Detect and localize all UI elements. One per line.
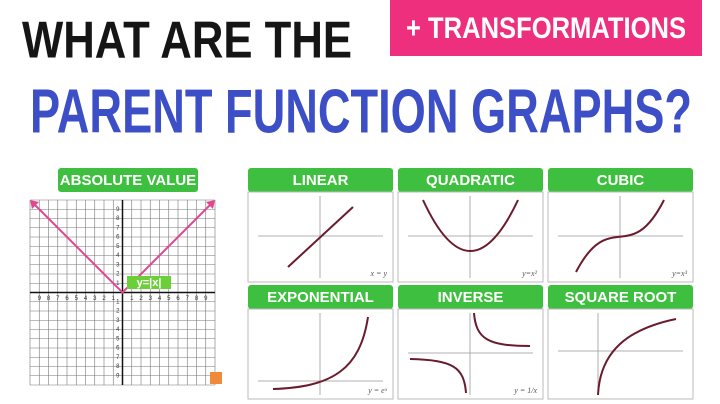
graph-box bbox=[397, 308, 544, 400]
title-line-2: PARENT FUNCTION GRAPHS? bbox=[30, 77, 692, 146]
logo bbox=[210, 372, 222, 384]
function-curve bbox=[287, 206, 354, 268]
graph: x = y bbox=[258, 196, 387, 278]
y-tick-label: 5 bbox=[116, 336, 120, 342]
label-box bbox=[548, 168, 693, 192]
y-tick-label: 3 bbox=[116, 318, 120, 324]
y-tick-label: 7 bbox=[116, 355, 120, 361]
y-tick-label: 3 bbox=[116, 262, 120, 268]
panel-equation: y=x³ bbox=[671, 269, 688, 278]
graph: y = 1/x bbox=[408, 312, 537, 395]
y-tick-label: 7 bbox=[116, 225, 120, 231]
y-tick-label: 9 bbox=[116, 373, 120, 379]
panel-label: QUADRATIC bbox=[426, 172, 515, 189]
arrow-head bbox=[206, 200, 215, 209]
x-tick-label: 8 bbox=[47, 296, 51, 302]
x-tick-label: 3 bbox=[93, 296, 97, 302]
panel-label: LINEAR bbox=[293, 172, 349, 189]
x-tick-label: 9 bbox=[38, 296, 42, 302]
y-tick-label: 9 bbox=[116, 207, 120, 213]
title-line-1: WHAT ARE THE bbox=[22, 12, 352, 70]
arrow-head bbox=[30, 200, 39, 209]
y-tick-label: 6 bbox=[116, 346, 120, 352]
x-tick-label: 6 bbox=[65, 296, 69, 302]
panel-equation: x = y bbox=[370, 269, 388, 278]
label-box bbox=[398, 285, 543, 309]
label-box bbox=[58, 168, 198, 192]
x-tick-label: 7 bbox=[186, 296, 190, 302]
y-tick-label: 4 bbox=[116, 253, 120, 259]
graph: y=x² bbox=[408, 196, 538, 278]
graph-box bbox=[247, 308, 394, 400]
badge-text: + TRANSFORMATIONS bbox=[406, 12, 686, 45]
label-box bbox=[398, 168, 543, 192]
graph bbox=[558, 313, 683, 396]
function-curve bbox=[272, 316, 369, 390]
x-tick-label: 7 bbox=[56, 296, 60, 302]
x-tick-label: 5 bbox=[167, 296, 171, 302]
graph: y=x³ bbox=[558, 196, 688, 278]
x-tick-label: 8 bbox=[195, 296, 199, 302]
panel-equation: y=x² bbox=[521, 269, 538, 278]
y-tick-label: 8 bbox=[116, 364, 120, 370]
panel-label: EXPONENTIAL bbox=[267, 289, 374, 306]
x-tick-label: 6 bbox=[176, 296, 180, 302]
badge-box bbox=[390, 0, 702, 56]
panel-equation: y = eˣ bbox=[367, 386, 388, 395]
y-tick-label: 1 bbox=[116, 281, 120, 287]
x-tick-label: 4 bbox=[158, 296, 162, 302]
graph-label: ABSOLUTE VALUE bbox=[60, 172, 196, 189]
x-tick-label: 3 bbox=[149, 296, 153, 302]
function-curve bbox=[597, 318, 677, 396]
panel-equation: y = 1/x bbox=[513, 386, 537, 395]
function-curve bbox=[409, 358, 467, 394]
x-tick-label: 1 bbox=[130, 296, 134, 302]
label-box bbox=[248, 168, 393, 192]
function-curve bbox=[473, 312, 531, 347]
x-tick-label: 2 bbox=[102, 296, 106, 302]
x-tick-label: 2 bbox=[139, 296, 143, 302]
panel-label: CUBIC bbox=[597, 172, 645, 189]
y-tick-label: 2 bbox=[116, 309, 120, 315]
function-curve bbox=[575, 199, 665, 273]
y-tick-label: 2 bbox=[116, 272, 120, 278]
label-box bbox=[548, 285, 693, 309]
y-tick-label: 4 bbox=[116, 327, 120, 333]
graph-box bbox=[397, 191, 544, 283]
function-curve bbox=[422, 199, 519, 252]
y-tick-label: 1 bbox=[116, 299, 120, 305]
x-tick-label: 1 bbox=[112, 296, 116, 302]
graph-box bbox=[547, 308, 694, 400]
graph-equation: y=|x| bbox=[137, 277, 162, 289]
x-tick-label: 5 bbox=[75, 296, 79, 302]
function-curve bbox=[33, 203, 212, 294]
equation-box bbox=[127, 276, 171, 289]
y-tick-label: 8 bbox=[116, 216, 120, 222]
y-tick-label: 6 bbox=[116, 235, 120, 241]
x-tick-label: 4 bbox=[84, 296, 88, 302]
panel-label: INVERSE bbox=[438, 289, 504, 306]
graph: y = eˣ bbox=[258, 313, 388, 395]
label-box bbox=[248, 285, 393, 309]
panel-label: SQUARE ROOT bbox=[565, 289, 677, 306]
y-tick-label: 5 bbox=[116, 244, 120, 250]
x-tick-label: 9 bbox=[204, 296, 208, 302]
